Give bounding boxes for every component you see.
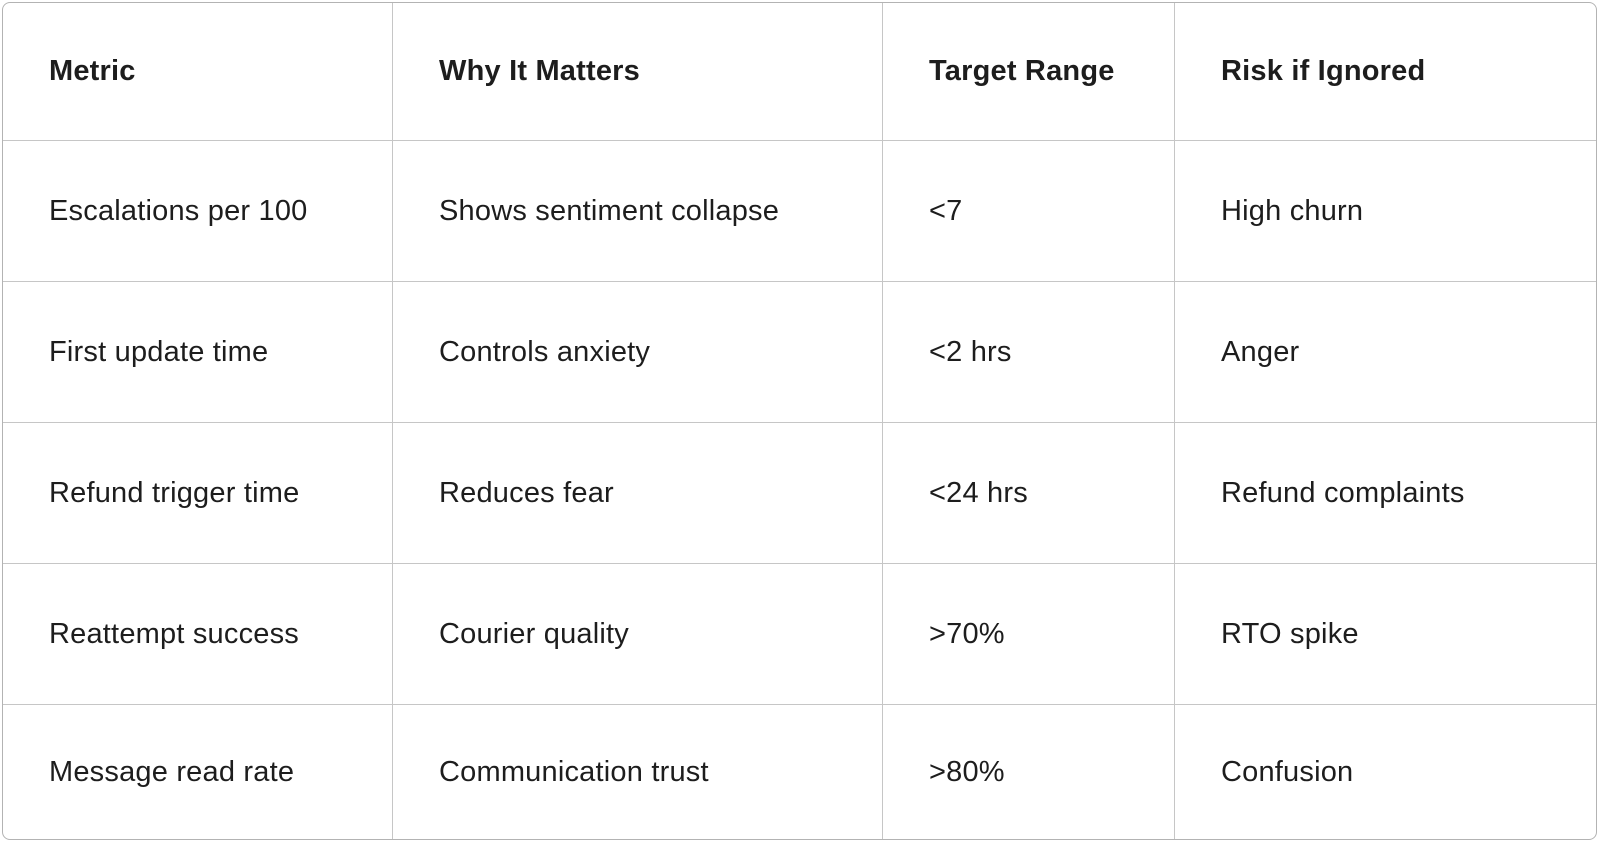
cell-risk-if-ignored: Refund complaints <box>1221 476 1465 509</box>
cell-metric: Escalations per 100 <box>3 141 393 281</box>
column-header-metric: Metric <box>3 3 393 140</box>
cell-target-range: >80% <box>883 705 1175 839</box>
cell-metric: First update time <box>3 282 393 422</box>
table-row: Message read rate Communication trust >8… <box>3 705 1596 839</box>
cell-metric: Reattempt success <box>3 564 393 704</box>
cell-target-range: <7 <box>883 141 1175 281</box>
cell-risk-if-ignored: Anger <box>1221 335 1300 368</box>
cell-why-it-matters: Controls anxiety <box>393 282 883 422</box>
cell-why-it-matters: Communication trust <box>393 705 883 839</box>
cell-why-it-matters: Courier quality <box>393 564 883 704</box>
table-row: Escalations per 100 Shows sentiment coll… <box>3 141 1596 282</box>
cell-why-it-matters: Shows sentiment collapse <box>393 141 883 281</box>
cell-risk-if-ignored: Confusion <box>1221 755 1354 788</box>
cell-target-range: <24 hrs <box>883 423 1175 563</box>
column-header-target-range: Target Range <box>883 3 1175 140</box>
table-row: First update time Controls anxiety <2 hr… <box>3 282 1596 423</box>
column-header-risk-if-ignored: Risk if Ignored <box>1221 55 1426 87</box>
cell-metric: Message read rate <box>3 705 393 839</box>
cell-risk-if-ignored: High churn <box>1221 194 1364 227</box>
table-header-row: Metric Why It Matters Target Range Risk … <box>3 3 1596 141</box>
cell-risk-if-ignored: RTO spike <box>1221 617 1359 650</box>
cell-target-range: >70% <box>883 564 1175 704</box>
table-row: Refund trigger time Reduces fear <24 hrs… <box>3 423 1596 564</box>
cell-metric: Refund trigger time <box>3 423 393 563</box>
cell-target-range: <2 hrs <box>883 282 1175 422</box>
table-row: Reattempt success Courier quality >70% R… <box>3 564 1596 705</box>
cell-why-it-matters: Reduces fear <box>393 423 883 563</box>
column-header-why-it-matters: Why It Matters <box>393 3 883 140</box>
